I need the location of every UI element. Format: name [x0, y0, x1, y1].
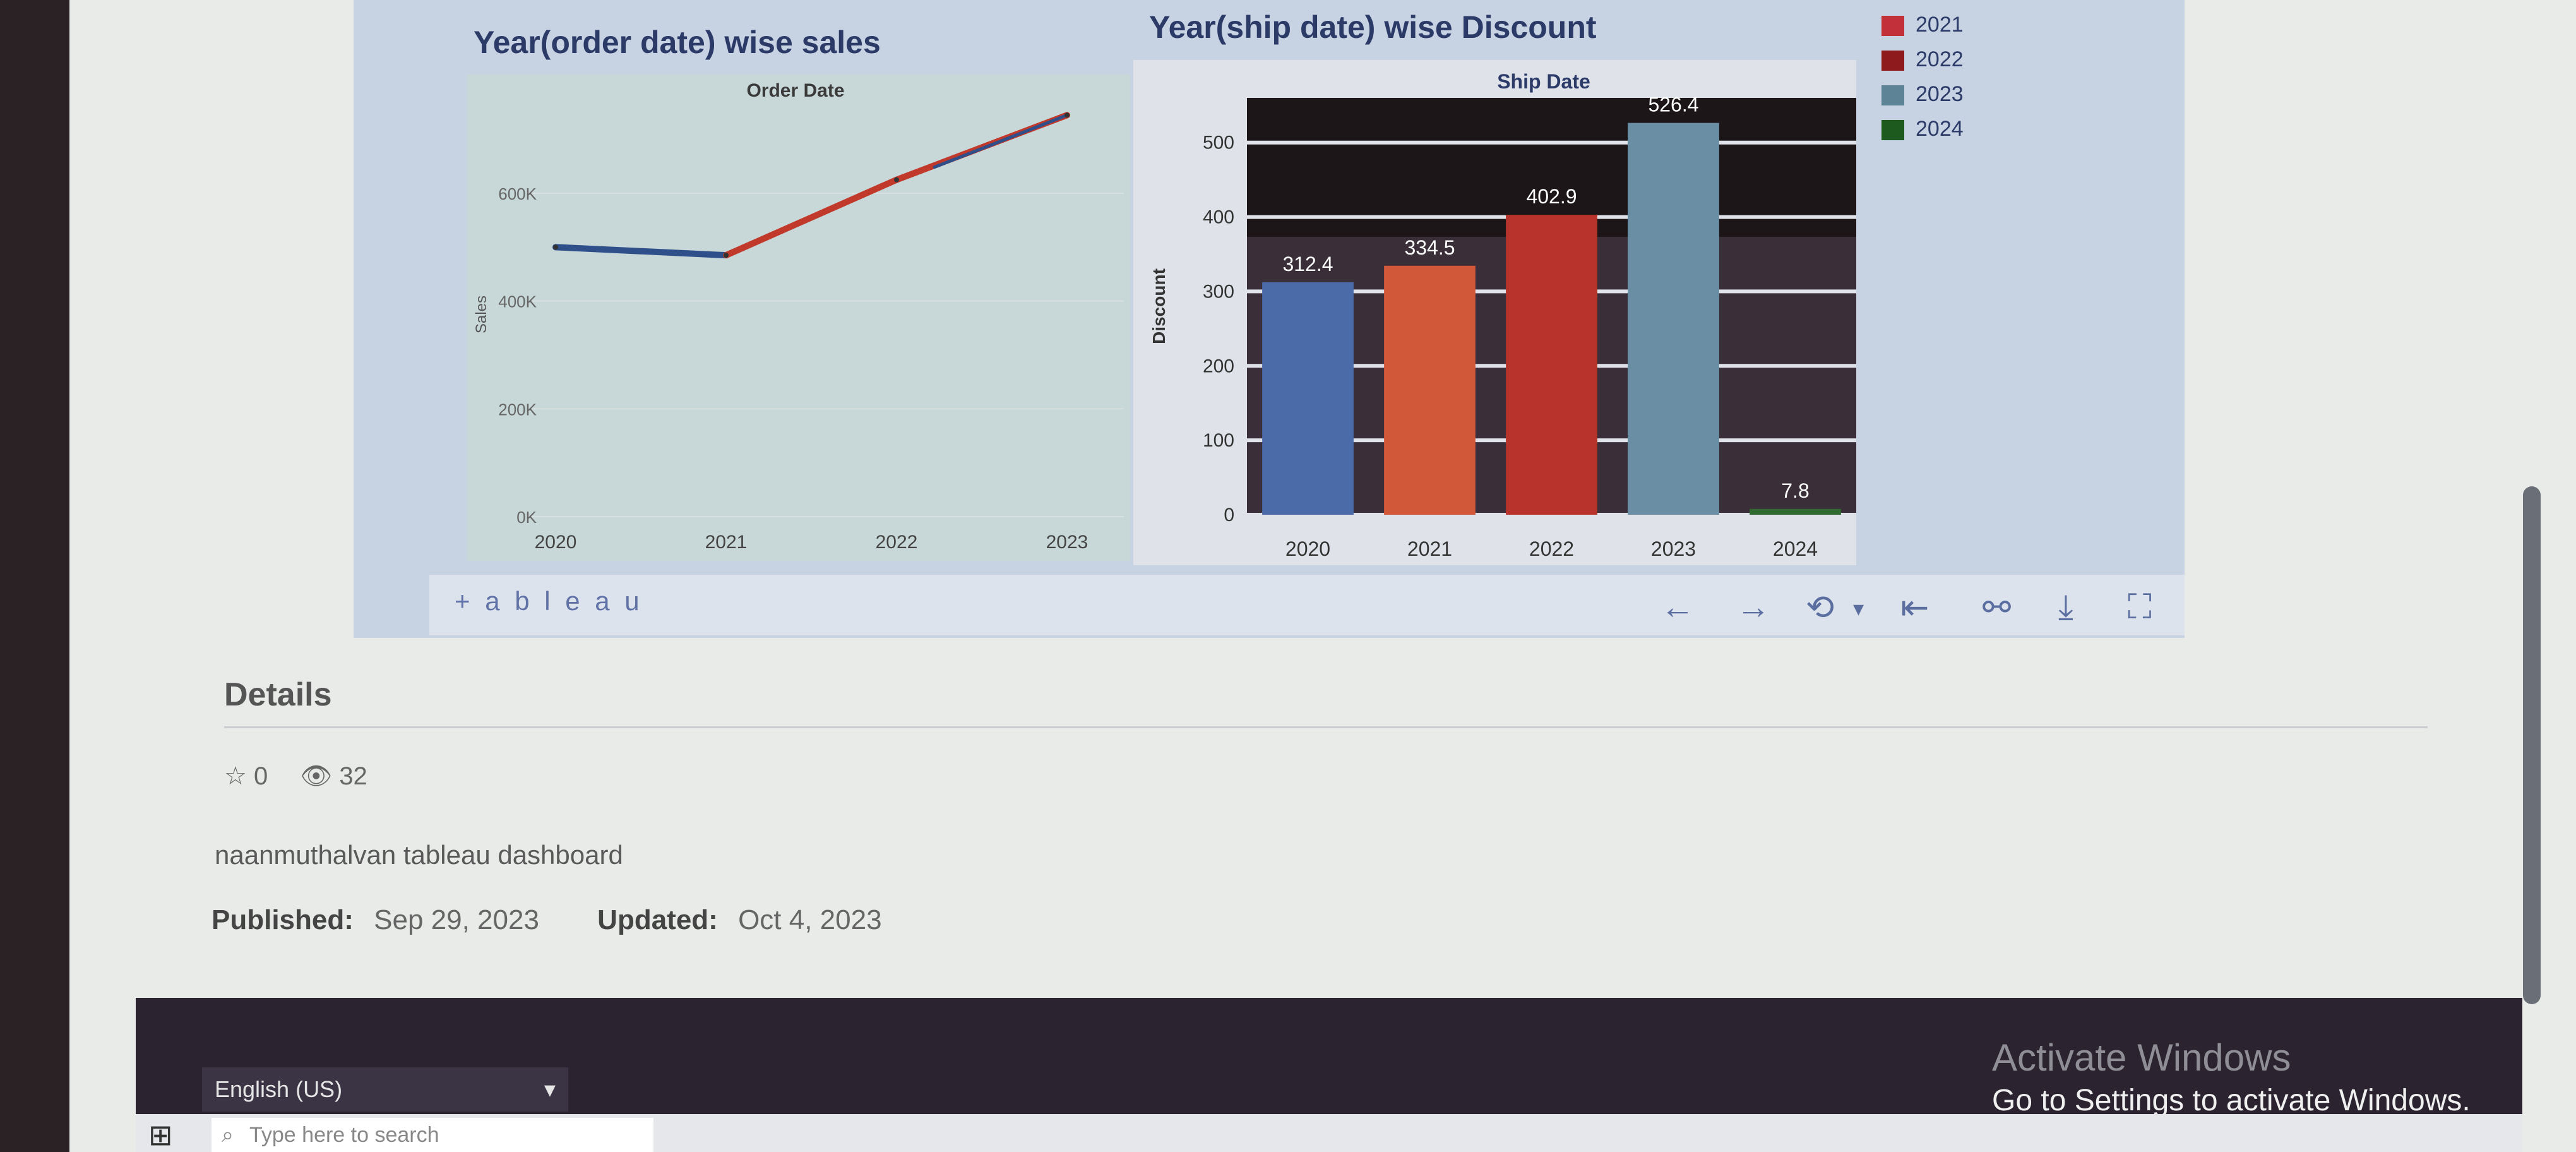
arrow-left-icon[interactable]: ←	[1661, 588, 1695, 626]
chart1-point	[1064, 112, 1070, 118]
chart1-line-highlight	[933, 113, 1069, 169]
chart2-bar	[1384, 265, 1476, 515]
chart2-value-label: 7.8	[1781, 479, 1809, 502]
share-icon[interactable]: ⚯	[1983, 589, 2012, 627]
chart2-y-axis-label: Discount	[1149, 268, 1169, 344]
chart1-x-tick: 2023	[1046, 532, 1088, 553]
star-icon[interactable]: ☆	[224, 762, 247, 790]
chart2-value-label: 402.9	[1526, 185, 1577, 208]
chart1-y-tick: 0K	[516, 508, 537, 527]
chart2-y-tick: 500	[1203, 133, 1234, 153]
chart2-y-tick: 100	[1203, 430, 1234, 451]
chart2-x-tick: 2020	[1285, 537, 1330, 560]
chart1-x-tick: 2021	[705, 532, 748, 553]
chart2-y-tick: 0	[1224, 505, 1234, 525]
legend-swatch	[1881, 120, 1904, 141]
favorites-count: 0	[253, 762, 268, 790]
chart2-title: Year(ship date) wise Discount	[1149, 9, 1597, 45]
dropdown-icon[interactable]: ▾	[1853, 597, 1864, 621]
chart2-x-tick: 2021	[1407, 537, 1452, 560]
viz-toolbar: + a b l e a u ← → ⟲ ▾ ⇤ ⚯ ⤓ ⛶	[429, 575, 2185, 635]
legend-item-2024[interactable]: 2024	[1881, 117, 1964, 142]
chart1-line-segment	[723, 176, 900, 259]
viz-description: naanmuthalvan tableau dashboard	[215, 840, 623, 870]
page-scrollbar[interactable]	[2523, 486, 2541, 1004]
published-label: Published:	[212, 904, 354, 935]
windows-taskbar: ⊞ ⌕ Type here to search	[136, 1114, 2522, 1152]
discount-bar-chart: Ship Date Discount 500 400 300 200 100 0 312.4 20…	[1149, 70, 1856, 560]
details-divider	[224, 726, 2428, 728]
chart1-y-tick: 400K	[498, 292, 537, 311]
chart2-bar	[1506, 215, 1597, 515]
publish-dates: Published: Sep 29, 2023 Updated: Oct 4, …	[212, 904, 882, 936]
chart2-y-tick: 400	[1203, 207, 1234, 228]
windows-start-icon[interactable]: ⊞	[148, 1119, 173, 1151]
chart1-x-tick: 2020	[535, 532, 577, 553]
chart2-x-tick: 2022	[1529, 537, 1574, 560]
legend-item-2021[interactable]: 2021	[1881, 13, 1964, 38]
revert-icon[interactable]: ⟲	[1806, 589, 1835, 627]
chart2-y-tick: 200	[1203, 356, 1234, 376]
legend-item-2023[interactable]: 2023	[1881, 82, 1964, 107]
search-icon: ⌕	[222, 1123, 234, 1147]
chart1-y-axis-label: Sales	[473, 296, 490, 333]
sales-line-chart: Order Date Sales 600K 400K 200K 0K 2020 2021 202…	[473, 80, 1124, 553]
updated-date: Oct 4, 2023	[738, 904, 882, 935]
chart1-y-tick: 200K	[498, 400, 537, 419]
chart2-bar	[1750, 508, 1841, 515]
chart2-x-tick: 2023	[1651, 537, 1696, 560]
tableau-logo[interactable]: + a b l e a u	[455, 586, 643, 616]
chart1-header: Order Date	[746, 80, 844, 101]
chart1-point	[553, 244, 558, 250]
legend-swatch	[1881, 85, 1904, 106]
chart2-value-label: 526.4	[1648, 93, 1698, 116]
activate-windows-subtitle: Go to Settings to activate Windows.	[1992, 1084, 2471, 1117]
download-icon[interactable]: ⤓	[2058, 588, 2073, 626]
chart2-x-tick: 2024	[1773, 537, 1818, 560]
chart1-x-tick: 2022	[876, 532, 918, 553]
updated-label: Updated:	[597, 904, 718, 935]
chart1-line-segment	[552, 244, 729, 259]
details-heading: Details	[224, 676, 332, 713]
chart2-value-label: 312.4	[1282, 253, 1333, 275]
chart1-panel	[467, 75, 1130, 561]
chart2-bar	[1262, 282, 1354, 515]
screen-bezel	[0, 0, 69, 1152]
legend-item-2022[interactable]: 2022	[1881, 47, 1964, 73]
legend-swatch	[1881, 51, 1904, 71]
chart1-point	[894, 177, 899, 183]
chart1-point	[724, 253, 729, 258]
chart2-plot-band	[1247, 98, 1856, 237]
fullscreen-icon[interactable]: ⛶	[2128, 588, 2152, 626]
views-count: 32	[339, 762, 367, 790]
activate-windows-title: Activate Windows	[1992, 1036, 2291, 1079]
chart2-header: Ship Date	[1497, 70, 1590, 93]
taskbar-search[interactable]: ⌕ Type here to search	[212, 1118, 653, 1152]
first-page-icon[interactable]: ⇤	[1900, 589, 1929, 627]
chart1-y-tick: 600K	[498, 184, 537, 203]
chart2-value-label: 334.5	[1404, 236, 1455, 259]
arrow-right-icon[interactable]: →	[1736, 588, 1770, 626]
language-selector[interactable]: English (US) ▾	[202, 1067, 568, 1112]
legend-swatch	[1881, 16, 1904, 37]
chevron-down-icon: ▾	[544, 1076, 556, 1102]
stats-row: ☆ 0 👁 32	[224, 761, 367, 791]
chart2-bar	[1628, 123, 1719, 515]
eye-icon: 👁	[300, 762, 333, 790]
chart2-y-tick: 300	[1203, 281, 1234, 302]
published-date: Sep 29, 2023	[374, 904, 539, 935]
chart1-title: Year(order date) wise sales	[474, 25, 881, 60]
